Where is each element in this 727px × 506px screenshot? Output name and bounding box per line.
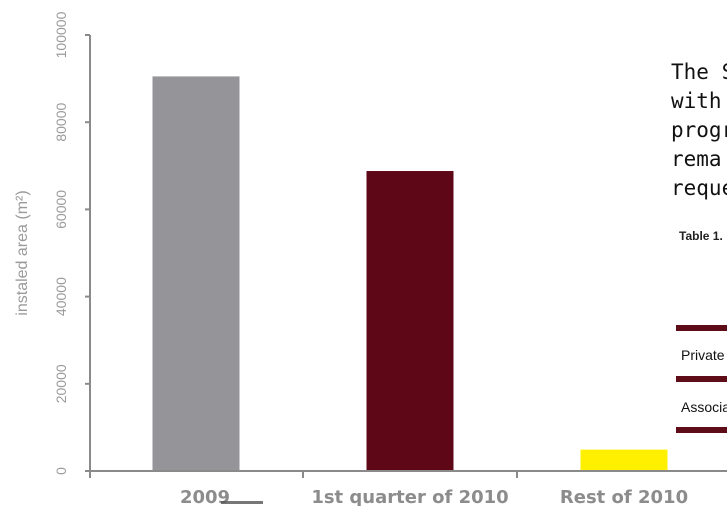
y-axis-label: instaled area (m²) bbox=[14, 190, 31, 315]
y-ticks-group: 0 20000 40000 60000 80000 100000 bbox=[53, 11, 90, 475]
overlay-line: The S bbox=[671, 60, 727, 84]
y-tick-label: 60000 bbox=[53, 190, 69, 229]
y-tick-label: 80000 bbox=[53, 103, 69, 142]
bars-group bbox=[152, 76, 668, 472]
overlay-line: reque bbox=[671, 176, 727, 200]
table-rule bbox=[676, 376, 727, 382]
table-row-label: Associa bbox=[681, 399, 727, 415]
x-ticks-group: 2009 1st quarter of 2010 Rest of 2010 bbox=[89, 471, 688, 506]
table-caption: Table 1. bbox=[679, 229, 723, 243]
y-tick-label: 40000 bbox=[53, 277, 69, 316]
bar-3 bbox=[580, 449, 668, 471]
overlay-line: rema bbox=[671, 147, 722, 171]
smudge-mark bbox=[221, 501, 263, 504]
overlay-line: with bbox=[671, 89, 722, 113]
bar-1 bbox=[152, 76, 240, 472]
y-tick-label: 0 bbox=[53, 467, 69, 475]
x-category-label: Rest of 2010 bbox=[560, 487, 688, 506]
table-row-label: Private bbox=[681, 347, 725, 363]
x-category-label: 1st quarter of 2010 bbox=[311, 487, 508, 506]
y-tick-label: 100000 bbox=[53, 11, 69, 58]
y-tick-label: 20000 bbox=[53, 364, 69, 403]
bar-2 bbox=[366, 171, 454, 472]
x-category-label: 2009 bbox=[180, 487, 230, 506]
table-rule bbox=[676, 325, 727, 331]
table-rule bbox=[676, 427, 727, 433]
